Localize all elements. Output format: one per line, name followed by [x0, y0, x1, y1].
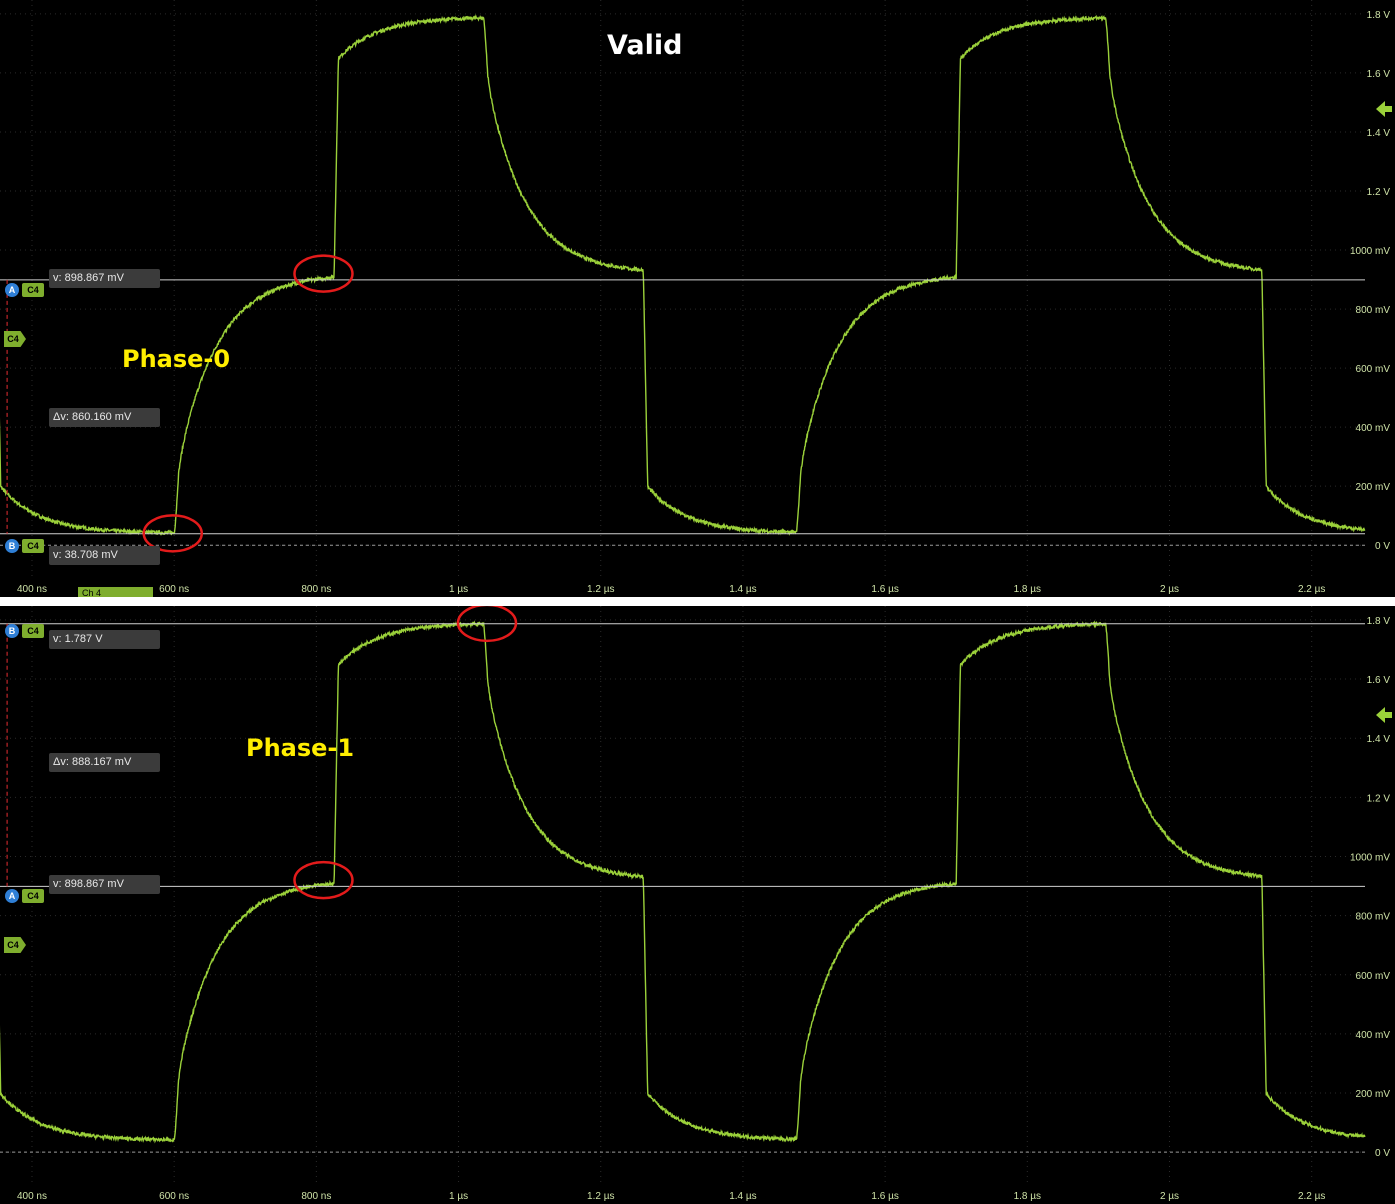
cursor-a-readout[interactable]: v: 898.867 mV: [49, 875, 160, 894]
highlight-circle: [293, 860, 354, 900]
cursor-a-readout[interactable]: v: 898.867 mV: [49, 269, 160, 288]
highlight-circle: [456, 606, 518, 643]
x-tick-label: 1.8 µs: [1014, 584, 1041, 595]
scope-panel-phase-1: 0 V 200 mV 400 mV 600 mV 800 mV 1000 mV 1.2 V 1…: [0, 606, 1395, 1204]
y-tick-label: 1.4 V: [1367, 128, 1391, 139]
x-tick-label: 600 ns: [159, 1191, 189, 1202]
x-tick-label: 1.6 µs: [871, 584, 898, 595]
cursor-b-channel-tag[interactable]: C4: [22, 539, 44, 553]
scope-panel-phase-0: 0 V 200 mV 400 mV 600 mV 800 mV 1000 mV 1.2 V 1…: [0, 0, 1395, 597]
y-tick-label: 0 V: [1375, 541, 1390, 552]
channel-4-offset-marker[interactable]: C4: [4, 331, 26, 347]
x-tick-label: 1 µs: [449, 584, 468, 595]
x-tick-label: 1.2 µs: [587, 1191, 614, 1202]
x-tick-label: 1 µs: [449, 1191, 468, 1202]
x-tick-label: 1.4 µs: [729, 584, 756, 595]
y-tick-label: 1.4 V: [1367, 734, 1391, 745]
chart-title: Valid: [607, 30, 683, 61]
y-tick-label: 200 mV: [1356, 482, 1391, 493]
x-tick-label: 600 ns: [159, 584, 189, 595]
waveform-plot: 0 V 200 mV 400 mV 600 mV 800 mV 1000 mV 1.2 V 1…: [0, 606, 1391, 1202]
x-tick-label: 800 ns: [301, 1191, 331, 1202]
cursor-a-tag[interactable]: A: [5, 283, 19, 297]
y-tick-label: 1.2 V: [1367, 793, 1391, 804]
y-tick-label: 1.6 V: [1367, 675, 1391, 686]
x-tick-label: 2 µs: [1160, 584, 1179, 595]
y-tick-label: 400 mV: [1356, 1030, 1391, 1041]
cursor-a-tag[interactable]: A: [5, 889, 19, 903]
delta-readout: Δv: 860.160 mV: [49, 408, 160, 427]
waveform-trace-ch4: [0, 620, 1366, 1144]
cursor-b-readout[interactable]: v: 1.787 V: [49, 630, 160, 649]
y-tick-label: 600 mV: [1356, 364, 1391, 375]
x-tick-label: 1.8 µs: [1014, 1191, 1041, 1202]
y-tick-label: 800 mV: [1356, 305, 1391, 316]
highlight-circle: [142, 514, 204, 553]
y-tick-label: 1.8 V: [1367, 616, 1391, 627]
x-tick-label: 1.2 µs: [587, 584, 614, 595]
cursor-b-tag[interactable]: B: [5, 539, 19, 553]
y-tick-label: 0 V: [1375, 1148, 1390, 1159]
x-tick-label: 400 ns: [17, 584, 47, 595]
y-tick-label: 1000 mV: [1350, 246, 1390, 257]
waveform-trace-ch4: [0, 13, 1366, 536]
phase-annotation: Phase-1: [246, 734, 355, 762]
y-tick-label: 200 mV: [1356, 1089, 1391, 1100]
x-tick-label: 1.4 µs: [729, 1191, 756, 1202]
cursor-b-channel-tag[interactable]: C4: [22, 624, 44, 638]
cursor-a-channel-tag[interactable]: C4: [22, 889, 44, 903]
grid: [0, 606, 1365, 1184]
channel-4-offset-marker[interactable]: C4: [4, 937, 26, 953]
x-tick-label: 2.2 µs: [1298, 584, 1325, 595]
trigger-level-icon[interactable]: [1376, 706, 1392, 724]
y-tick-label: 1.8 V: [1367, 10, 1391, 21]
cursor-b-readout[interactable]: v: 38.708 mV: [49, 546, 160, 565]
y-tick-label: 800 mV: [1356, 912, 1391, 923]
x-tick-label: 2.2 µs: [1298, 1191, 1325, 1202]
delta-readout: Δv: 888.167 mV: [49, 753, 160, 772]
y-tick-label: 1.2 V: [1367, 187, 1391, 198]
cursor-b-tag[interactable]: B: [5, 624, 19, 638]
x-tick-label: 2 µs: [1160, 1191, 1179, 1202]
y-tick-label: 400 mV: [1356, 423, 1391, 434]
phase-annotation: Phase-0: [122, 345, 231, 373]
waveform-plot: 0 V 200 mV 400 mV 600 mV 800 mV 1000 mV 1.2 V 1…: [0, 0, 1391, 595]
highlight-circle: [293, 254, 354, 293]
channel-4-badge[interactable]: Ch 4: [78, 587, 153, 597]
grid: [0, 0, 1365, 577]
trigger-level-icon[interactable]: [1376, 100, 1392, 118]
y-tick-label: 600 mV: [1356, 971, 1391, 982]
y-tick-label: 1000 mV: [1350, 852, 1390, 863]
cursor-a-channel-tag[interactable]: C4: [22, 283, 44, 297]
x-tick-label: 800 ns: [301, 584, 331, 595]
y-tick-label: 1.6 V: [1367, 69, 1391, 80]
x-tick-label: 400 ns: [17, 1191, 47, 1202]
x-tick-label: 1.6 µs: [871, 1191, 898, 1202]
